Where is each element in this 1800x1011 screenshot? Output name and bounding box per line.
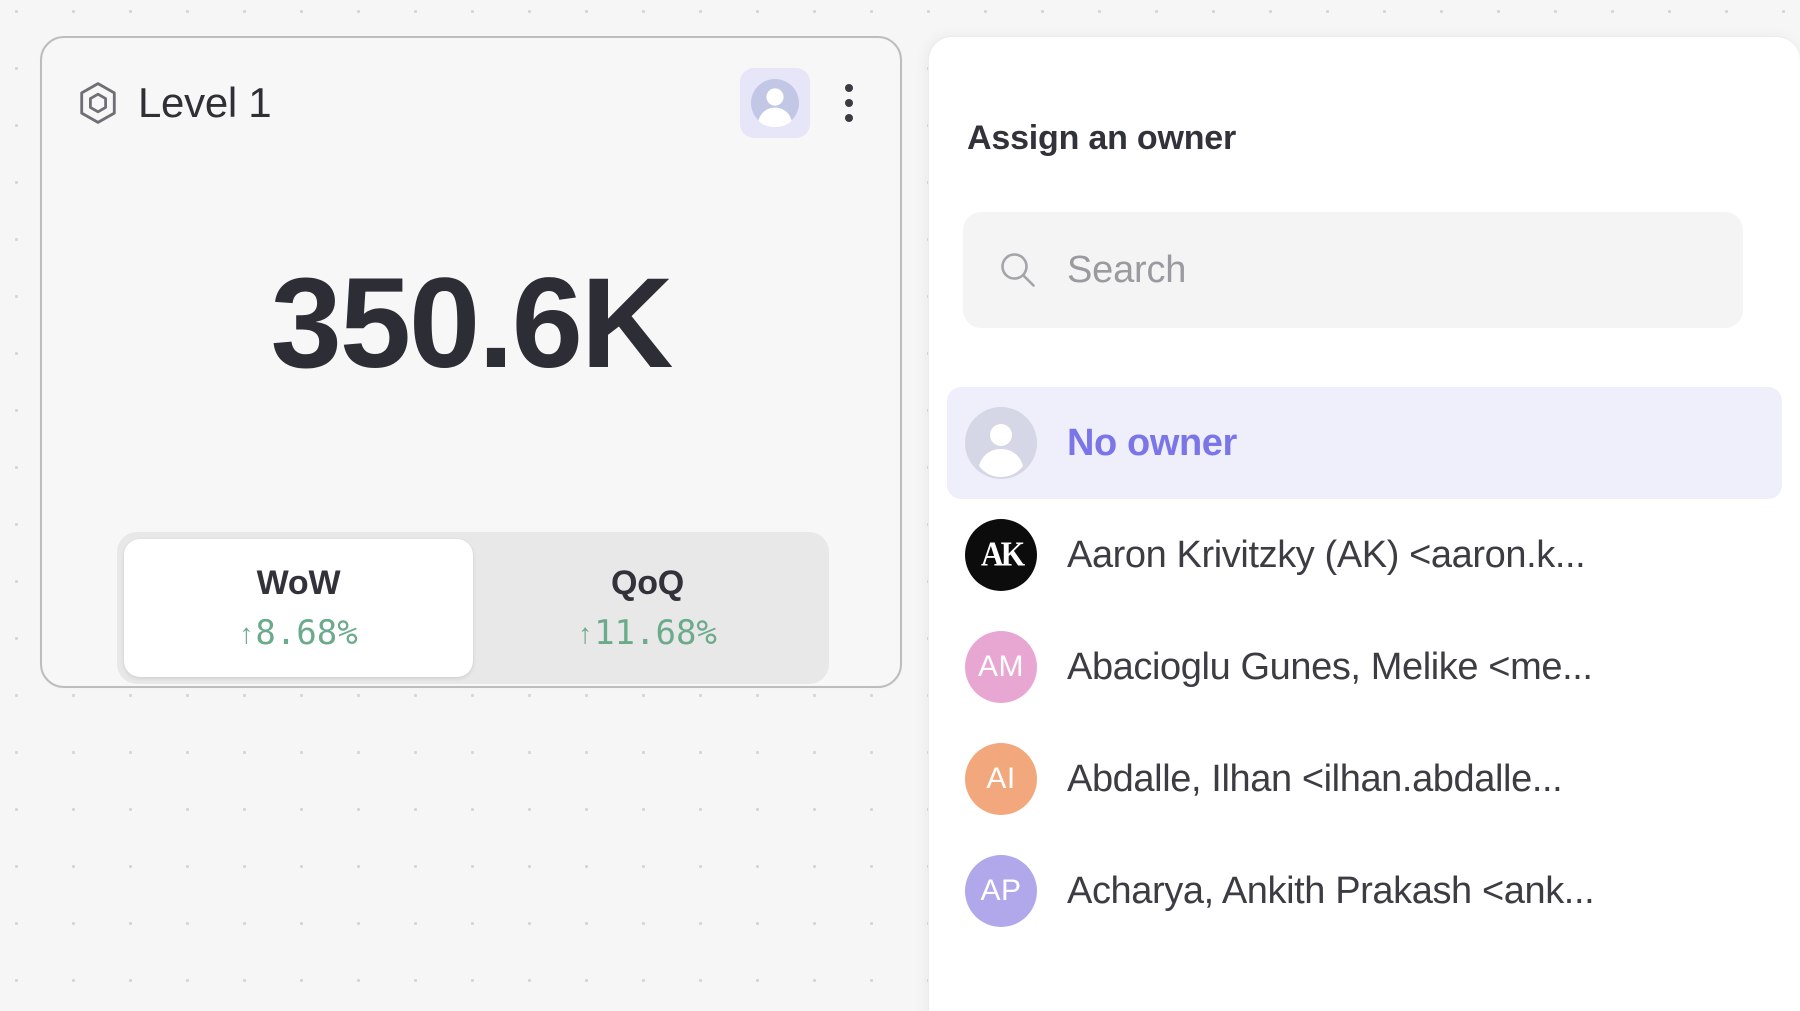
toggle-segment-qoq-delta-value: 11.68%	[594, 612, 717, 653]
avatar: AP	[965, 855, 1037, 927]
search-input[interactable]	[1067, 248, 1709, 292]
toggle-segment-wow-delta-value: 8.68%	[255, 612, 358, 653]
owner-option-abdalle-ilhan[interactable]: AI Abdalle, Ilhan <ilhan.abdalle...	[947, 723, 1782, 835]
metric-card[interactable]: Level 1 350.6K WoW ↑ 8.68% QoQ	[40, 36, 902, 688]
owner-search-field[interactable]	[963, 212, 1743, 328]
avatar: AM	[965, 631, 1037, 703]
trend-up-arrow-icon: ↑	[578, 617, 593, 649]
kebab-dot	[845, 99, 853, 107]
avatar-initials: AI	[986, 762, 1016, 795]
avatar-initials: AM	[978, 650, 1024, 683]
owner-option-label: Acharya, Ankith Prakash <ank...	[1067, 869, 1595, 912]
toggle-segment-qoq[interactable]: QoQ ↑ 11.68%	[473, 539, 822, 677]
toggle-segment-wow-delta: ↑ 8.68%	[239, 613, 357, 653]
person-placeholder-icon	[751, 79, 799, 127]
owner-option-aaron-krivitzky[interactable]: AK Aaron Krivitzky (AK) <aaron.k...	[947, 499, 1782, 611]
metric-card-title: Level 1	[138, 79, 272, 126]
search-icon	[1001, 253, 1035, 287]
avatar: AI	[965, 743, 1037, 815]
kebab-dot	[845, 114, 853, 122]
toggle-segment-qoq-label: QoQ	[610, 563, 685, 602]
metric-value: 350.6K	[270, 252, 674, 395]
comparison-toggle[interactable]: WoW ↑ 8.68% QoQ ↑ 11.68%	[117, 532, 829, 684]
owner-option-list: No owner AK Aaron Krivitzky (AK) <aaron.…	[947, 387, 1782, 1011]
metric-card-more-menu-button[interactable]	[826, 72, 872, 134]
assign-owner-title: Assign an owner	[967, 119, 1237, 157]
nested-hexagon-icon	[80, 82, 116, 124]
owner-option-abacioglu-gunes-melike[interactable]: AM Abacioglu Gunes, Melike <me...	[947, 611, 1782, 723]
assign-owner-avatar-button[interactable]	[740, 68, 810, 138]
owner-option-label: Aaron Krivitzky (AK) <aaron.k...	[1067, 533, 1586, 576]
assign-owner-panel: Assign an owner No owner AK Aaron	[928, 36, 1800, 1011]
avatar-initials: AP	[980, 874, 1022, 907]
person-placeholder-icon	[965, 407, 1037, 479]
toggle-segment-qoq-delta: ↑ 11.68%	[578, 613, 717, 653]
kebab-dot	[845, 84, 853, 92]
metric-card-header: Level 1	[42, 38, 900, 168]
owner-option-no-owner[interactable]: No owner	[947, 387, 1782, 499]
owner-option-acharya-ankith-prakash[interactable]: AP Acharya, Ankith Prakash <ank...	[947, 835, 1782, 947]
toggle-segment-wow[interactable]: WoW ↑ 8.68%	[124, 539, 473, 677]
trend-up-arrow-icon: ↑	[239, 617, 254, 649]
owner-option-label: No owner	[1067, 421, 1237, 464]
owner-option-label: Abacioglu Gunes, Melike <me...	[1067, 645, 1593, 688]
avatar	[965, 407, 1037, 479]
owner-option-label: Abdalle, Ilhan <ilhan.abdalle...	[1067, 757, 1563, 800]
avatar: AK	[965, 519, 1037, 591]
toggle-segment-wow-label: WoW	[256, 563, 341, 602]
avatar-initials: AK	[980, 535, 1025, 574]
